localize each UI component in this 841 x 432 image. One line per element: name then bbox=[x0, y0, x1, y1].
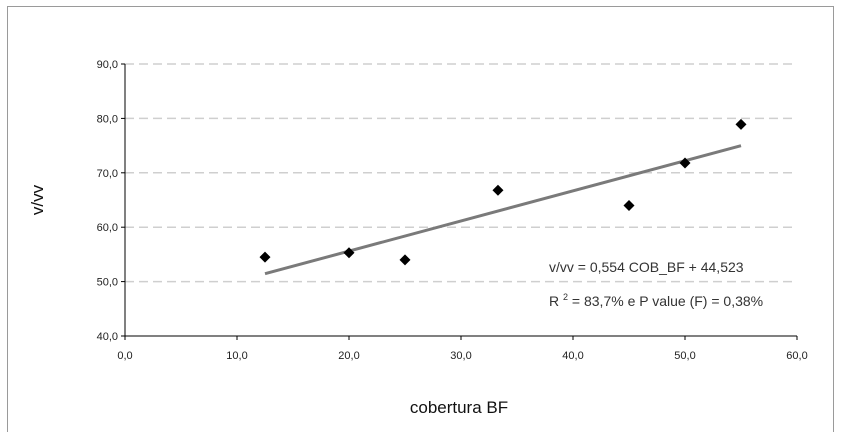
y-tick-label: 40,0 bbox=[97, 331, 118, 343]
data-point bbox=[623, 199, 635, 211]
data-point bbox=[679, 157, 691, 169]
data-point bbox=[735, 118, 747, 130]
data-point bbox=[259, 251, 271, 263]
x-tick-label: 50,0 bbox=[674, 350, 695, 362]
x-tick-label: 40,0 bbox=[562, 350, 583, 362]
x-tick-label: 0,0 bbox=[117, 350, 132, 362]
x-axis-title: cobertura BF bbox=[410, 398, 508, 417]
regression-equation: v/vv = 0,554 COB_BF + 44,523 bbox=[549, 259, 744, 275]
x-tick-label: 30,0 bbox=[450, 350, 471, 362]
y-tick-label: 50,0 bbox=[97, 277, 118, 289]
r2-superscript: 2 bbox=[563, 292, 568, 302]
y-axis-title: v/vv bbox=[28, 184, 47, 215]
chart-frame bbox=[7, 6, 834, 432]
x-tick-label: 10,0 bbox=[226, 350, 247, 362]
data-points bbox=[259, 118, 747, 266]
y-tick-label: 80,0 bbox=[97, 113, 118, 125]
y-ticks: 40,0 50,0 60,0 70,0 80,0 90,0 bbox=[97, 59, 125, 343]
data-point bbox=[399, 254, 411, 266]
x-ticks: 0,0 10,0 20,0 30,0 40,0 50,0 60,0 bbox=[117, 336, 808, 362]
y-tick-label: 60,0 bbox=[97, 222, 118, 234]
trend-line bbox=[264, 144, 742, 276]
y-tick-label: 90,0 bbox=[97, 59, 118, 71]
r2-prefix: R bbox=[549, 293, 559, 309]
data-point bbox=[343, 247, 355, 259]
x-tick-label: 20,0 bbox=[338, 350, 359, 362]
r-squared-annotation: R 2 = 83,7% e P value (F) = 0,38% bbox=[549, 287, 763, 309]
data-point bbox=[492, 184, 504, 196]
r2-rest: = 83,7% e P value (F) = 0,38% bbox=[572, 293, 763, 309]
x-tick-label: 60,0 bbox=[786, 350, 807, 362]
y-tick-label: 70,0 bbox=[97, 168, 118, 180]
grid-lines bbox=[125, 63, 797, 283]
